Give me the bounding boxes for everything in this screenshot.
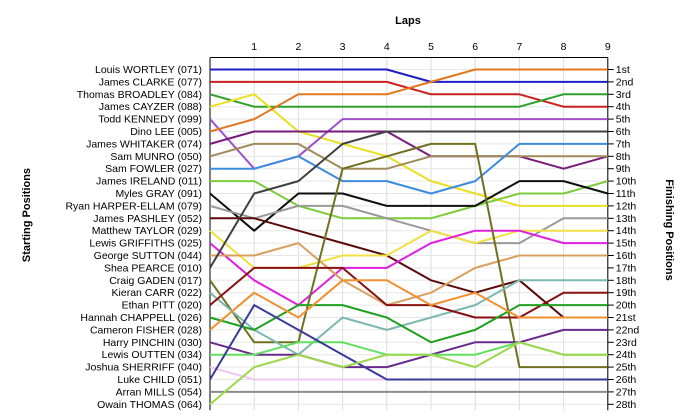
x-tick-label: 6 bbox=[472, 41, 478, 53]
series-line bbox=[210, 341, 608, 356]
finishing-position-label: 25th bbox=[616, 362, 637, 374]
x-tick-label: 5 bbox=[428, 41, 434, 53]
starting-position-label: Lewis GRIFFITHS (025) bbox=[89, 238, 202, 250]
series-line bbox=[209, 328, 608, 369]
finishing-position-label: 8th bbox=[616, 151, 631, 163]
series-line bbox=[209, 68, 608, 133]
series-line bbox=[209, 93, 608, 207]
finishing-position-label: 23rd bbox=[616, 337, 637, 349]
series-lines bbox=[209, 68, 609, 406]
series-line bbox=[209, 93, 608, 108]
x-tick-label: 4 bbox=[384, 41, 390, 53]
starting-position-label: Owain THOMAS (064) bbox=[97, 399, 202, 411]
finishing-position-label: 20th bbox=[616, 300, 637, 312]
finishing-position-label: 14th bbox=[616, 225, 637, 237]
series-line bbox=[209, 130, 609, 170]
series-line bbox=[209, 366, 608, 381]
starting-position-label: Arran MILLS (054) bbox=[116, 386, 202, 398]
starting-position-label: Sam FOWLER (027) bbox=[105, 163, 202, 175]
series-line bbox=[210, 180, 609, 220]
series-line bbox=[209, 279, 608, 331]
x-tick-label: 7 bbox=[516, 41, 522, 53]
finishing-position-label: 9th bbox=[616, 163, 631, 175]
series-line bbox=[209, 341, 608, 406]
starting-position-label: Kieran CARR (022) bbox=[112, 287, 202, 299]
series-line bbox=[209, 229, 608, 307]
finishing-position-label: 13th bbox=[616, 213, 637, 225]
chart-title: Laps bbox=[395, 15, 421, 27]
finishing-position-label: 26th bbox=[616, 374, 637, 386]
x-tick-label: 1 bbox=[251, 41, 257, 53]
finishing-position-label: 1st bbox=[616, 64, 630, 76]
starting-position-label: Harry PINCHIN (030) bbox=[103, 337, 202, 349]
series-line bbox=[209, 142, 608, 170]
finishing-position-label: 28th bbox=[616, 399, 637, 411]
x-tick-label: 8 bbox=[561, 41, 567, 53]
finishing-position-label: 27th bbox=[616, 386, 637, 398]
starting-position-label: Cameron FISHER (028) bbox=[90, 324, 202, 336]
x-tick-label: 2 bbox=[295, 41, 301, 53]
starting-position-labels: Louis WORTLEY (071)James CLARKE (077)Tho… bbox=[65, 64, 202, 411]
finishing-position-label: 4th bbox=[616, 101, 631, 113]
starting-position-label: Matthew TAYLOR (029) bbox=[92, 225, 202, 237]
x-tick-labels: 1 2 3 4 5 6 7 8 9 bbox=[251, 41, 611, 53]
starting-position-label: Dino LEE (005) bbox=[130, 126, 202, 138]
starting-position-label: Thomas BROADLEY (084) bbox=[77, 89, 202, 101]
finishing-position-labels: 1st2nd3rd4th5th6th7th8th9th10th11th12th1… bbox=[607, 64, 640, 411]
starting-position-label: Craig GADEN (017) bbox=[109, 275, 202, 287]
finishing-position-label: 11th bbox=[616, 188, 636, 200]
starting-position-label: Sam MUNRO (050) bbox=[110, 151, 202, 163]
finishing-position-label: 15th bbox=[616, 238, 637, 250]
finishing-position-label: 5th bbox=[616, 114, 631, 126]
starting-position-label: Myles GRAY (091) bbox=[115, 188, 202, 200]
series-line bbox=[209, 229, 608, 269]
finishing-position-label: 7th bbox=[616, 138, 631, 150]
finishing-position-label: 16th bbox=[616, 250, 637, 262]
starting-position-label: James WHITAKER (074) bbox=[86, 138, 202, 150]
starting-position-label: Louis WORTLEY (071) bbox=[95, 64, 202, 76]
series-line bbox=[210, 142, 608, 195]
finishing-position-label: 3rd bbox=[616, 89, 631, 101]
finishing-position-label: 2nd bbox=[616, 76, 634, 88]
series-line bbox=[210, 217, 608, 319]
finishing-position-label: 18th bbox=[616, 275, 637, 287]
starting-position-label: Hannah CHAPPELL (026) bbox=[80, 312, 202, 324]
finishing-position-label: 17th bbox=[616, 262, 637, 274]
finishing-position-label: 10th bbox=[616, 176, 637, 188]
starting-position-label: Shea PEARCE (010) bbox=[104, 262, 202, 274]
starting-position-label: Todd KENNEDY (099) bbox=[98, 114, 202, 126]
starting-position-label: Ethan PITT (020) bbox=[122, 300, 202, 312]
starting-position-label: George SUTTON (044) bbox=[94, 250, 202, 262]
finishing-position-label: 19th bbox=[616, 287, 637, 299]
y-axis-label-right: Finishing Positions bbox=[663, 179, 675, 280]
x-tick-label: 3 bbox=[340, 41, 346, 53]
finishing-position-label: 21st bbox=[616, 312, 636, 324]
finishing-position-label: 12th bbox=[616, 200, 637, 212]
finishing-position-label: 6th bbox=[616, 126, 631, 138]
starting-position-label: Joshua SHERRIFF (040) bbox=[85, 362, 202, 374]
series-line bbox=[209, 204, 608, 245]
starting-position-label: James PASHLEY (052) bbox=[93, 213, 202, 225]
starting-position-label: Luke CHILD (051) bbox=[117, 374, 202, 386]
starting-position-label: James CAYZER (088) bbox=[99, 101, 202, 113]
series-line bbox=[209, 279, 608, 356]
starting-position-label: James IRELAND (011) bbox=[96, 176, 202, 188]
series-line bbox=[210, 242, 608, 307]
series-line bbox=[210, 68, 608, 83]
x-tick-label: 9 bbox=[605, 41, 611, 53]
y-axis-label-left: Starting Positions bbox=[21, 168, 33, 262]
starting-position-label: James CLARKE (077) bbox=[99, 76, 202, 88]
series-line bbox=[209, 304, 608, 381]
starting-position-label: Ryan HARPER-ELLAM (079) bbox=[65, 200, 202, 212]
series-line bbox=[209, 130, 608, 269]
starting-position-label: Lewis OUTTEN (034) bbox=[102, 349, 202, 361]
finishing-position-label: 22nd bbox=[616, 324, 640, 336]
finishing-position-label: 24th bbox=[616, 349, 637, 361]
